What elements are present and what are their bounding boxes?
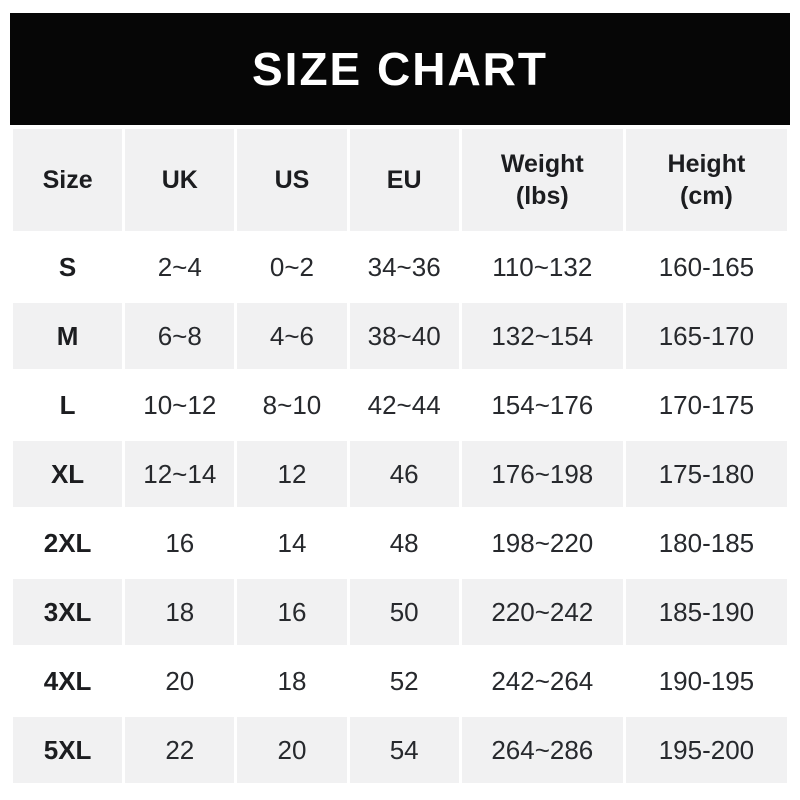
size-label: S (13, 234, 123, 300)
column-header-height-cm: Height (cm) (625, 129, 787, 231)
table-header: Size UK US EU Weight (lbs) Height (cm) (13, 129, 787, 231)
value-cell: 220~242 (461, 579, 623, 645)
column-header-weight-lbs: Weight (lbs) (461, 129, 623, 231)
size-label: XL (13, 441, 123, 507)
value-cell: 48 (349, 510, 459, 576)
title-banner: SIZE CHART (10, 13, 790, 125)
value-cell: 20 (237, 717, 347, 783)
value-cell: 2~4 (125, 234, 235, 300)
page-title: SIZE CHART (252, 43, 548, 95)
value-cell: 190-195 (625, 648, 787, 714)
size-row-2xl: 2XL 16 14 48 198~220 180-185 (13, 510, 787, 576)
value-cell: 12 (237, 441, 347, 507)
size-chart-table: Size UK US EU Weight (lbs) Height (cm) S 2~4 0~2 3… (10, 126, 790, 786)
value-cell: 16 (125, 510, 235, 576)
value-cell: 46 (349, 441, 459, 507)
size-label: 3XL (13, 579, 123, 645)
size-row-3xl: 3XL 18 16 50 220~242 185-190 (13, 579, 787, 645)
column-header-uk: UK (125, 129, 235, 231)
value-cell: 154~176 (461, 372, 623, 438)
value-cell: 22 (125, 717, 235, 783)
size-row-s: S 2~4 0~2 34~36 110~132 160-165 (13, 234, 787, 300)
value-cell: 50 (349, 579, 459, 645)
value-cell: 38~40 (349, 303, 459, 369)
size-row-l: L 10~12 8~10 42~44 154~176 170-175 (13, 372, 787, 438)
value-cell: 16 (237, 579, 347, 645)
size-row-m: M 6~8 4~6 38~40 132~154 165-170 (13, 303, 787, 369)
size-label: 5XL (13, 717, 123, 783)
column-header-size: Size (13, 129, 123, 231)
value-cell: 110~132 (461, 234, 623, 300)
value-cell: 180-185 (625, 510, 787, 576)
value-cell: 12~14 (125, 441, 235, 507)
size-row-5xl: 5XL 22 20 54 264~286 195-200 (13, 717, 787, 783)
size-row-4xl: 4XL 20 18 52 242~264 190-195 (13, 648, 787, 714)
value-cell: 42~44 (349, 372, 459, 438)
value-cell: 160-165 (625, 234, 787, 300)
table-body: S 2~4 0~2 34~36 110~132 160-165 M 6~8 4~6 38~40 13… (13, 234, 787, 783)
header-row: Size UK US EU Weight (lbs) Height (cm) (13, 129, 787, 231)
value-cell: 54 (349, 717, 459, 783)
value-cell: 6~8 (125, 303, 235, 369)
column-header-us: US (237, 129, 347, 231)
value-cell: 198~220 (461, 510, 623, 576)
value-cell: 132~154 (461, 303, 623, 369)
value-cell: 10~12 (125, 372, 235, 438)
value-cell: 176~198 (461, 441, 623, 507)
column-header-eu: EU (349, 129, 459, 231)
value-cell: 8~10 (237, 372, 347, 438)
value-cell: 242~264 (461, 648, 623, 714)
size-row-xl: XL 12~14 12 46 176~198 175-180 (13, 441, 787, 507)
value-cell: 18 (237, 648, 347, 714)
value-cell: 0~2 (237, 234, 347, 300)
size-label: M (13, 303, 123, 369)
value-cell: 185-190 (625, 579, 787, 645)
value-cell: 34~36 (349, 234, 459, 300)
value-cell: 52 (349, 648, 459, 714)
size-label: 4XL (13, 648, 123, 714)
value-cell: 18 (125, 579, 235, 645)
value-cell: 264~286 (461, 717, 623, 783)
value-cell: 195-200 (625, 717, 787, 783)
value-cell: 20 (125, 648, 235, 714)
value-cell: 170-175 (625, 372, 787, 438)
value-cell: 165-170 (625, 303, 787, 369)
size-label: L (13, 372, 123, 438)
value-cell: 4~6 (237, 303, 347, 369)
size-label: 2XL (13, 510, 123, 576)
value-cell: 175-180 (625, 441, 787, 507)
value-cell: 14 (237, 510, 347, 576)
